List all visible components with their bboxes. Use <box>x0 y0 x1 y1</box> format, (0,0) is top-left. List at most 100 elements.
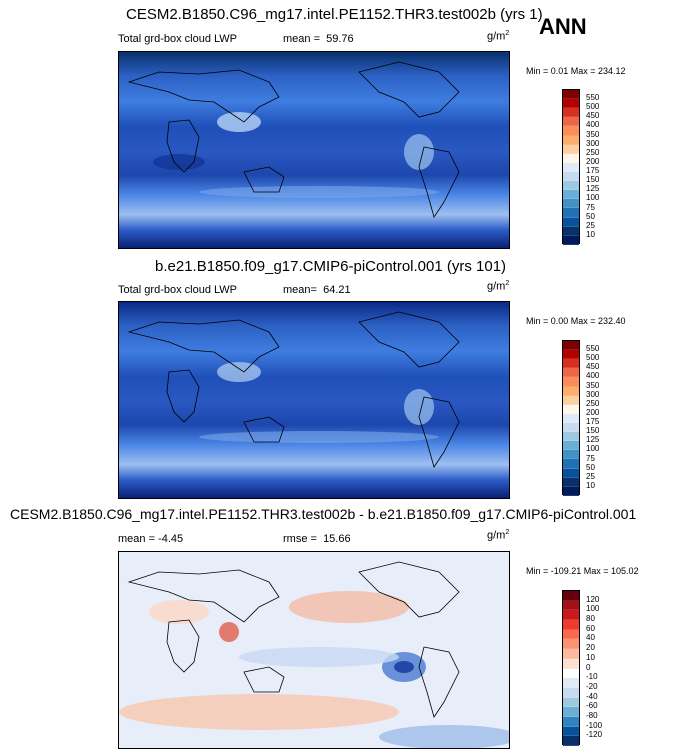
colorbar-tick-label: 500 <box>586 353 600 363</box>
colorbar-tick-label: -40 <box>586 691 598 701</box>
panel-2-mean-label: mean= <box>283 284 317 296</box>
colorbar-tick-label: 350 <box>586 380 600 390</box>
panel-2-units: g/m2 <box>487 280 509 293</box>
colorbar-swatch <box>563 350 579 360</box>
colorbar-tick-label: 25 <box>586 220 595 230</box>
colorbar-swatch <box>563 610 579 621</box>
colorbar-swatch <box>563 707 579 717</box>
colorbar-tick-label: 550 <box>586 344 600 354</box>
colorbar-swatch <box>563 697 579 708</box>
colorbar-tick-label: 200 <box>586 156 600 166</box>
colorbar-swatch <box>563 649 579 659</box>
colorbar-tick-label: 250 <box>586 398 600 408</box>
colorbar-tick-label: -80 <box>586 710 598 720</box>
colorbar-tick-label: 10 <box>586 229 595 239</box>
colorbar-swatch <box>563 208 579 218</box>
colorbar-tick-label: 250 <box>586 147 600 157</box>
colorbar-tick-label: 75 <box>586 202 595 212</box>
panel-3-title: CESM2.B1850.C96_mg17.intel.PE1152.THR3.t… <box>10 506 637 522</box>
colorbar-tick-label: 550 <box>586 93 600 103</box>
colorbar-swatch <box>563 144 579 154</box>
season-label: ANN <box>539 14 587 39</box>
panel-3-rmse-value: 15.66 <box>323 533 351 545</box>
panel-3-mean-label: mean = <box>118 533 155 545</box>
colorbar-swatch <box>563 359 579 369</box>
panel-1-units: g/m2 <box>487 30 509 43</box>
colorbar-swatch <box>563 108 579 118</box>
panel-1-mean: mean = 59.76 <box>283 33 354 45</box>
colorbar-swatch <box>563 441 579 451</box>
colorbar-swatch <box>563 395 579 405</box>
colorbar-tick-label: 100 <box>586 193 600 203</box>
colorbar-tick-label: 400 <box>586 371 600 381</box>
panel-2-colorbar <box>562 340 580 496</box>
colorbar-swatch <box>563 639 579 650</box>
colorbar-tick-label: 100 <box>586 444 600 454</box>
panel-2-units-exp: 2 <box>505 280 510 287</box>
colorbar-tick-label: 40 <box>586 633 595 643</box>
colorbar-tick-label: 150 <box>586 426 600 436</box>
panel-1-minmax: Min = 0.01 Max = 234.12 <box>526 66 626 76</box>
panel-2-mean: mean= 64.21 <box>283 284 351 296</box>
panel-2-mean-value: 64.21 <box>323 284 351 296</box>
colorbar-swatch <box>563 235 579 245</box>
colorbar-tick-label: 25 <box>586 471 595 481</box>
colorbar-tick-label: 450 <box>586 111 600 121</box>
panel-1-units-exp: 2 <box>505 30 510 37</box>
colorbar-swatch <box>563 432 579 442</box>
colorbar-tick-label: 450 <box>586 362 600 372</box>
panel-2-minmax: Min = 0.00 Max = 232.40 <box>526 316 626 326</box>
colorbar-swatch <box>563 377 579 387</box>
panel-2-units-base: g/m <box>487 280 506 293</box>
colorbar-swatch <box>563 190 579 200</box>
panel-1-colorbar <box>562 89 580 245</box>
colorbar-tick-label: 75 <box>586 453 595 463</box>
panel-1-variable: Total grd-box cloud LWP <box>118 33 238 45</box>
colorbar-swatch <box>563 687 579 698</box>
colorbar-swatch <box>563 99 579 109</box>
colorbar-swatch <box>563 341 579 351</box>
colorbar-swatch <box>563 477 579 487</box>
panel-1-units-base: g/m <box>487 30 506 43</box>
panel-3-units-base: g/m <box>487 529 506 542</box>
panel-3-mean-value: -4.45 <box>158 533 184 545</box>
panel-2-variable: Total grd-box cloud LWP <box>118 284 238 296</box>
colorbar-tick-label: 125 <box>586 184 600 194</box>
colorbar-swatch <box>563 171 579 182</box>
colorbar-swatch <box>563 199 579 209</box>
panel-3-mean: mean = -4.45 <box>118 533 183 545</box>
colorbar-swatch <box>563 217 579 227</box>
panel-3-colorbar <box>562 590 580 746</box>
panel-2-title: b.e21.B1850.f09_g17.CMIP6-piControl.001 … <box>155 258 507 275</box>
colorbar-swatch <box>563 736 579 746</box>
colorbar-tick-label: 300 <box>586 138 600 148</box>
colorbar-tick-label: 120 <box>586 594 600 604</box>
colorbar-tick-label: 175 <box>586 417 600 427</box>
colorbar-tick-label: -20 <box>586 681 598 691</box>
panel-3-units: g/m2 <box>487 529 509 542</box>
colorbar-tick-label: 350 <box>586 129 600 139</box>
colorbar-swatch <box>563 629 579 640</box>
colorbar-swatch <box>563 658 579 669</box>
colorbar-swatch <box>563 181 579 191</box>
colorbar-swatch <box>563 450 579 460</box>
colorbar-swatch <box>563 726 579 737</box>
colorbar-swatch <box>563 413 579 423</box>
colorbar-swatch <box>563 404 579 414</box>
colorbar-swatch <box>563 668 579 679</box>
colorbar-tick-label: -10 <box>586 672 598 682</box>
colorbar-tick-label: -120 <box>586 730 603 740</box>
colorbar-swatch <box>563 368 579 378</box>
colorbar-tick-label: 10 <box>586 652 595 662</box>
colorbar-tick-label: 400 <box>586 120 600 130</box>
colorbar-swatch <box>563 486 579 496</box>
colorbar-tick-label: -60 <box>586 701 598 711</box>
colorbar-tick-label: 200 <box>586 407 600 417</box>
colorbar-swatch <box>563 468 579 478</box>
colorbar-swatch <box>563 226 579 236</box>
colorbar-tick-label: -100 <box>586 720 603 730</box>
panel-1-map <box>118 51 510 249</box>
panel-1-mean-label: mean = <box>283 33 320 45</box>
panel-3-units-exp: 2 <box>505 529 510 536</box>
colorbar-tick-label: 80 <box>586 614 595 624</box>
